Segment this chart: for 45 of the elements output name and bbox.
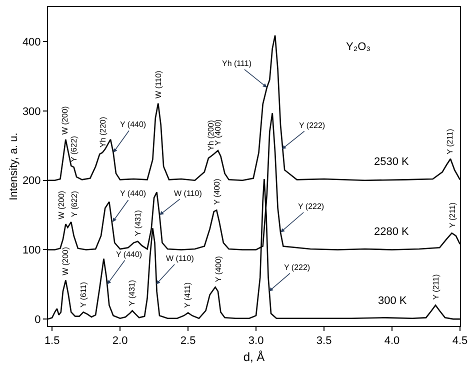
annotation: Y (211) [448,202,457,228]
x-tick-label: 4.0 [384,335,400,348]
x-tick-label: 4.5 [452,335,468,348]
annotation: Y (400) [214,256,223,282]
annotation: Yh (111) [222,59,252,68]
annotation: Y (440) [120,189,146,198]
annotation: Y (622) [70,190,80,218]
annotation: Y (222) [284,263,310,272]
annotation: W (110) [154,70,163,99]
y-tick-label: 100 [22,244,41,257]
annotation: Yh (200) [206,120,216,151]
y-tick-label: 400 [22,36,41,49]
y-tick-label: 300 [22,106,41,118]
annotation: Y₂O₃ [346,41,371,53]
annotation: Y (211) [446,128,455,154]
x-axis-title: d, Å [243,350,265,364]
x-tick-label: 2.0 [112,335,128,348]
annotation: Y (440) [120,120,146,129]
annotation: Y (211) [431,274,440,300]
x-tick-label: 1.5 [44,335,60,348]
x-tick-label: 3.0 [248,335,264,348]
x-tick-label: 3.5 [316,335,332,348]
series-label: 300 K [378,295,408,307]
annotation: Yh (220) [98,116,108,148]
annotation: Y (440) [116,250,142,259]
x-tick-label: 2.5 [180,335,196,348]
series-label: 2530 K [374,156,410,168]
annotation: Y (411) [183,282,192,308]
annotation: Y (400) [213,119,222,146]
annotation: W (200) [60,246,70,276]
series-label: 2280 K [374,226,410,238]
annotation: Y (431) [128,280,137,306]
annotation: Y (622) [70,136,79,162]
y-tick-label: 0 [34,314,41,326]
annotation: Y (222) [298,202,324,211]
annotation: W (110) [166,254,194,263]
annotation: Y (431) [133,210,142,236]
annotation: W (110) [174,189,202,198]
annotation: Y (400) [212,178,222,205]
annotation: Y (611) [79,282,88,308]
y-axis-title: Intensity, a. u. [8,132,20,200]
annotation: W (200) [57,190,66,220]
annotation: Y (222) [299,121,326,130]
y-tick-label: 200 [22,175,41,188]
annotation: W (200) [60,106,70,135]
